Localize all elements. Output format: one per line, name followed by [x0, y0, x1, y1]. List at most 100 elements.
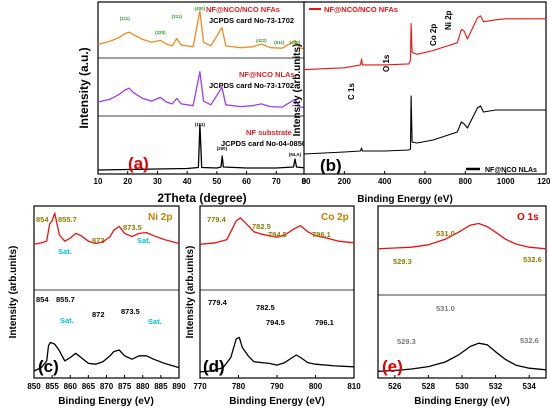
panel-c-top-854: 854: [36, 215, 49, 224]
panel-e-series-1: [377, 342, 547, 372]
panel-d-ticks: 770 780 790 800 810: [193, 375, 361, 391]
panel-c-bot-872: 872: [92, 310, 105, 319]
panel-a-series-1: [97, 71, 307, 109]
panel-a-tick-label: 80: [302, 177, 311, 186]
panel-c-top-8557: 855.7: [58, 215, 77, 224]
panel-d-plot-area: [199, 217, 355, 373]
panel-e-bot-5326: 532.6: [520, 336, 539, 345]
panel-b-c1s-label: C 1s: [347, 83, 356, 100]
panel-d-bot-7961: 796.1: [315, 318, 334, 327]
panel-a-nco-peak-label: (511): [274, 40, 285, 45]
panel-d-tick-label: 790: [270, 382, 284, 391]
panel-c-xlabel: Binding Energy (eV): [58, 396, 154, 407]
panel-a-tick-label: 50: [212, 177, 221, 186]
panel-a-nco-peak-label: (220): [155, 30, 166, 35]
panel-d-series-1: [199, 336, 355, 373]
panel-a-series-0: [97, 10, 307, 50]
panel-b-xlabel: Binding Energy (eV): [357, 194, 453, 205]
panel-a-tick-label: 10: [94, 177, 103, 186]
panel-b-tick-label: 200: [338, 177, 352, 186]
panel-c-top-8735: 873.5: [123, 223, 142, 232]
panel-c-bot-854: 854: [36, 295, 49, 304]
panel-b-tick-label: 800: [459, 177, 473, 186]
panel-c-ticks: 850 855 860 865 870 875 880 885 890: [27, 375, 186, 391]
panel-e-tick-label: 526: [388, 382, 402, 391]
panel-c-bot-8735: 873.5: [121, 307, 140, 316]
panel-a-series-2: [97, 123, 307, 171]
panel-d-top-7794: 779.4: [207, 215, 227, 224]
panel-a-tick-label: 30: [153, 177, 162, 186]
panel-a-label: (a): [128, 154, 149, 173]
panel-a-xlabel: 2Theta (degree): [157, 191, 246, 205]
panel-a: (111) (220) (311) (400) (422) (511) (440) (111)…: [77, 1, 311, 205]
panel-e: O 1s 531.0 529.3 532.6 531.0 529.3 532.6…: [377, 205, 547, 407]
panel-d-tick-label: 770: [193, 382, 207, 391]
panel-b-o1s-label: O 1s: [382, 54, 391, 72]
panel-c-label: (c): [38, 357, 59, 376]
panel-b-tick-label: 400: [378, 177, 392, 186]
panel-d-top-7945: 794.5: [268, 230, 287, 239]
panel-e-ticks: 526 528 530 532 534: [388, 375, 536, 391]
panel-e-top-5326: 532.6: [523, 255, 542, 264]
panel-c-plot-area: [33, 212, 180, 372]
panel-a-plot-area: (111) (220) (311) (400) (422) (511) (440) (111)…: [97, 6, 307, 171]
panel-d-frame: [199, 205, 355, 379]
panel-d-top-7825: 782.5: [252, 222, 271, 231]
panel-c-tick-label: 885: [154, 382, 168, 391]
panel-c-tick-label: 865: [82, 382, 96, 391]
panel-c-series-0: [33, 212, 180, 245]
panel-d-tick-label: 800: [309, 382, 323, 391]
panel-c-bot-sat2: Sat.: [148, 317, 162, 326]
panel-a-nf-card: JCPDS card No-04-0850: [221, 139, 306, 148]
panel-e-top-5310: 531.0: [436, 229, 455, 238]
panel-a-nco-peak-label: (111): [120, 16, 131, 21]
panel-c-tick-label: 880: [136, 382, 150, 391]
panel-d-title: Co 2p: [321, 212, 349, 223]
panel-c-tick-label: 875: [118, 382, 132, 391]
panel-a-tick-label: 40: [183, 177, 192, 186]
panel-b-frame: [303, 1, 547, 175]
panel-d-tick-label: 780: [232, 382, 246, 391]
panel-d-ylabel: Intensity (arb.units): [185, 246, 196, 339]
panel-e-tick-label: 528: [422, 382, 436, 391]
panel-c-top-872: 872: [92, 236, 105, 245]
panel-d: Co 2p 779.4 782.5 794.5 796.1 779.4 782.…: [185, 205, 361, 407]
panel-c-title: Ni 2p: [148, 212, 172, 223]
panel-a-nco-peak-label: (422): [256, 38, 267, 43]
panel-b-legend-bottom: NF@NCO NLAs: [485, 167, 537, 174]
panel-e-title: O 1s: [517, 212, 539, 223]
panel-e-xlabel: Binding Energy (eV): [414, 396, 510, 407]
panel-d-series-0: [199, 217, 355, 245]
panel-e-label: (e): [382, 357, 403, 376]
panel-e-bot-5310: 531.0: [436, 304, 455, 313]
panel-e-tick-label: 534: [523, 382, 537, 391]
panel-a-tick-label: 70: [272, 177, 281, 186]
panel-b-ticks: 0 200 400 600 800 1000 1200: [302, 171, 550, 186]
panel-c-top-sat1: Sat.: [58, 247, 72, 256]
panel-a-nf-peak-label: (111): [195, 122, 206, 127]
panel-c-series-1: [33, 341, 180, 372]
panel-d-xlabel: Binding Energy (eV): [229, 396, 325, 407]
panel-b-tick-label: 1000: [497, 177, 515, 186]
panel-a-nla-label: NF@NCO NLAs: [239, 70, 295, 79]
panel-c-tick-label: 860: [64, 382, 78, 391]
panel-b: NF@NCO/NCO NFAs NF@NCO NLAs C 1s O 1s Co…: [292, 1, 550, 205]
panel-a-nla-card: JCPDS card No-73-1702: [209, 81, 294, 90]
panel-c-tick-label: 855: [45, 382, 59, 391]
panel-d-bot-7794: 779.4: [208, 298, 228, 307]
panel-b-tick-label: 600: [418, 177, 432, 186]
panel-b-tick-label: 1200: [537, 177, 550, 186]
panel-b-ni2p-label: Ni 2p: [444, 10, 453, 30]
panel-c-tick-label: 890: [172, 382, 186, 391]
panel-b-tick-label: 0: [302, 177, 307, 186]
panel-a-nco-peak-label: (400): [195, 6, 206, 11]
panel-a-nf-peak-label: (200): [217, 146, 228, 151]
panel-d-label: (d): [203, 357, 225, 376]
panel-d-tick-label: 810: [347, 382, 361, 391]
panel-b-legend-top: NF@NCO/NCO NFAs: [324, 5, 398, 14]
panel-a-ylabel: Intensity (a.u.): [77, 47, 91, 128]
panel-e-plot-area: [377, 222, 547, 372]
panel-b-co2p-label: Co 2p: [429, 24, 438, 46]
panel-c-tick-label: 870: [100, 382, 114, 391]
